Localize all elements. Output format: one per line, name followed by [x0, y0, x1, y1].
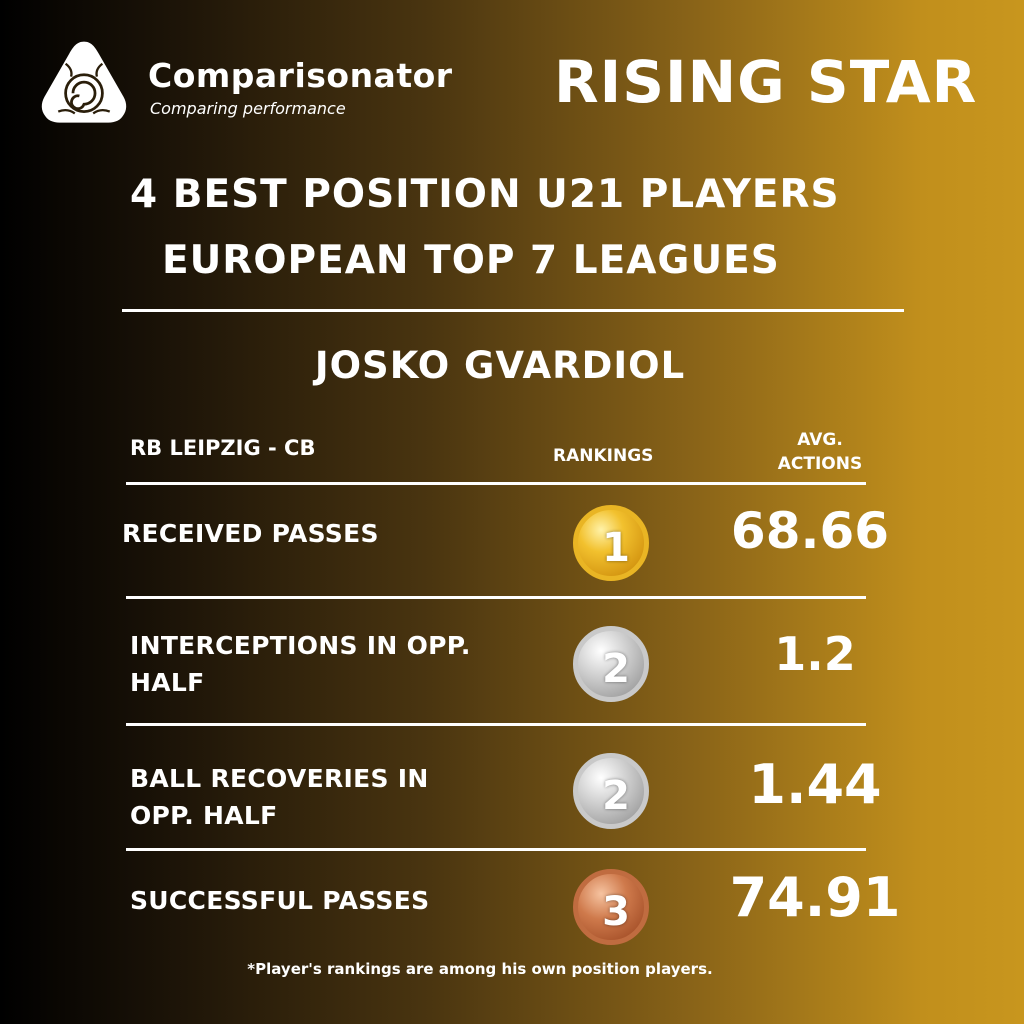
rank-number: 1: [602, 525, 630, 571]
stat-value: 1.44: [748, 753, 882, 816]
title-divider: [122, 309, 904, 312]
player-name: JOSKO GVARDIOL: [314, 344, 686, 387]
avg-header-line2: ACTIONS: [777, 454, 863, 474]
rank-number: 2: [602, 773, 630, 819]
stat-value: 1.2: [774, 627, 856, 681]
rank-number: 2: [602, 646, 630, 692]
stat-label: SUCCESSFUL PASSES: [130, 886, 430, 915]
club-position: RB LEIPZIG - CB: [130, 436, 316, 460]
gold-medal-icon: 1: [573, 505, 649, 581]
rising-star-badge: RISING STAR: [554, 48, 978, 116]
stat-label: BALL RECOVERIES IN OPP. HALF: [130, 764, 429, 830]
row-divider: [126, 723, 866, 726]
silver-medal-icon: 2: [573, 753, 649, 829]
row-divider: [126, 596, 866, 599]
avg-actions-header: AVG. ACTIONS: [760, 428, 880, 476]
avg-header-line1: AVG.: [797, 430, 843, 450]
footnote: *Player's rankings are among his own pos…: [247, 960, 713, 978]
stat-value: 74.91: [729, 866, 901, 929]
stat-value: 68.66: [730, 502, 890, 560]
brand-name: Comparisonator: [148, 56, 453, 95]
rankings-header: RANKINGS: [553, 446, 654, 466]
stat-label: RECEIVED PASSES: [122, 519, 379, 548]
page-title-line2: EUROPEAN TOP 7 LEAGUES: [162, 238, 780, 283]
bronze-medal-icon: 3: [573, 869, 649, 945]
brand-tagline: Comparing performance: [150, 99, 346, 118]
stat-label: INTERCEPTIONS IN OPP. HALF: [130, 631, 471, 697]
row-divider: [126, 848, 866, 851]
comparisonator-logo-icon: [41, 41, 127, 123]
rank-number: 3: [602, 889, 630, 935]
header-divider: [126, 482, 866, 485]
silver-medal-icon: 2: [573, 626, 649, 702]
page-title-line1: 4 BEST POSITION U21 PLAYERS: [130, 172, 840, 217]
